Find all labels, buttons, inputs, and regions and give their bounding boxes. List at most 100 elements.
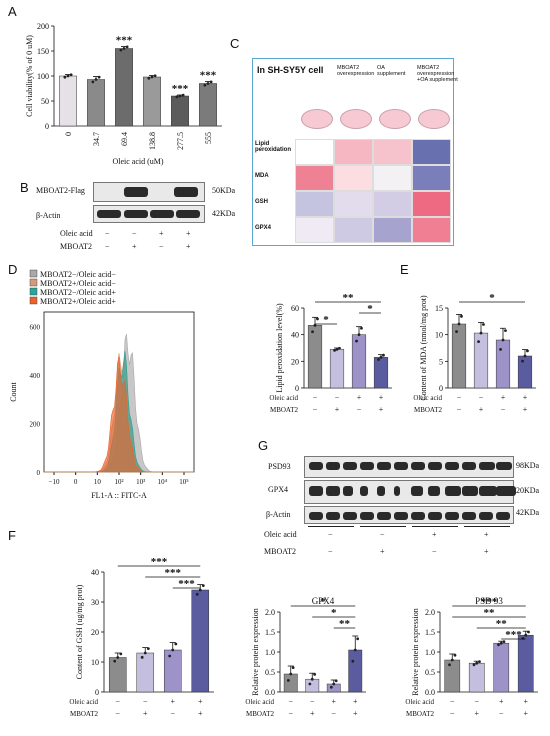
y-tick-label: 2.0 bbox=[265, 608, 275, 617]
y-tick-label: 150 bbox=[37, 47, 49, 56]
y-tick-label: 10 bbox=[91, 658, 99, 667]
blot-b-mboat2-label: MBOAT2 bbox=[60, 242, 93, 251]
treatment-label: MBOAT2 bbox=[414, 406, 443, 414]
treatment-sign: + bbox=[335, 405, 340, 414]
band bbox=[445, 512, 459, 520]
treatment-label: Oleic acid bbox=[69, 698, 98, 706]
petri-dish-icon bbox=[379, 109, 411, 129]
y-tick-label: 0.0 bbox=[425, 688, 435, 697]
band bbox=[360, 486, 368, 496]
data-point bbox=[478, 660, 481, 663]
chart-title: PSD 93 bbox=[475, 596, 503, 606]
data-point bbox=[499, 347, 502, 351]
band bbox=[326, 486, 340, 496]
treatment-sign: + bbox=[132, 242, 137, 251]
heatmap-cell bbox=[334, 139, 373, 165]
data-point bbox=[311, 330, 314, 334]
data-point bbox=[143, 651, 147, 655]
treatment-sign: + bbox=[501, 393, 506, 402]
treatment-sign: − bbox=[310, 697, 315, 706]
significance-mark: * bbox=[320, 596, 326, 608]
data-point bbox=[356, 637, 360, 641]
heatmap-cell bbox=[373, 165, 412, 191]
data-point bbox=[482, 323, 485, 326]
data-point bbox=[523, 354, 527, 358]
band bbox=[445, 462, 459, 470]
heatmap-cell bbox=[412, 217, 451, 243]
data-point bbox=[335, 347, 339, 351]
y-axis-label: Count bbox=[9, 381, 18, 401]
band bbox=[411, 512, 425, 520]
x-axis-label: FL1-A :: FITC-A bbox=[91, 491, 147, 500]
heatmap-row-label: GSH bbox=[255, 199, 269, 205]
treatment-sign: + bbox=[523, 393, 528, 402]
panel-label-e: E bbox=[400, 262, 409, 277]
data-point bbox=[66, 74, 70, 78]
y-tick-label: 1.5 bbox=[425, 628, 435, 637]
legend-label: MBOAT2−/Oleic acid+ bbox=[40, 288, 116, 297]
treatment-sign: + bbox=[170, 697, 175, 706]
treatment-sign: − bbox=[313, 405, 318, 414]
data-point bbox=[499, 641, 503, 645]
data-point bbox=[526, 349, 529, 353]
heatmap-cell bbox=[295, 165, 334, 191]
treatment-sign: + bbox=[198, 697, 203, 706]
blot-g-strip-psd93 bbox=[304, 456, 514, 478]
legend-swatch bbox=[29, 269, 38, 278]
y-tick-label: 400 bbox=[30, 372, 41, 380]
treatment-sign: − bbox=[335, 393, 340, 402]
data-point bbox=[206, 82, 210, 85]
heatmap-cell bbox=[412, 191, 451, 217]
band bbox=[343, 462, 357, 470]
blot-b-kda-1: 50KDa bbox=[212, 186, 236, 195]
y-tick-label: 200 bbox=[37, 22, 49, 31]
y-tick-label: 15 bbox=[435, 304, 443, 313]
data-point bbox=[527, 630, 530, 634]
y-tick-label: 1.5 bbox=[265, 628, 275, 637]
treatment-sign: − bbox=[288, 697, 293, 706]
heatmap-dishes bbox=[293, 105, 453, 133]
treatment-sign: − bbox=[501, 405, 506, 414]
legend-swatch bbox=[29, 296, 38, 305]
treatment-sign: + bbox=[379, 393, 384, 402]
band bbox=[377, 512, 391, 520]
y-tick-label: 1.0 bbox=[265, 648, 275, 657]
data-point bbox=[119, 48, 123, 52]
bar bbox=[59, 75, 77, 127]
data-point bbox=[455, 330, 458, 334]
treatment-sign: + bbox=[159, 229, 164, 238]
band bbox=[479, 512, 493, 520]
significance-mark: * bbox=[323, 314, 329, 326]
band bbox=[462, 512, 476, 520]
data-point bbox=[146, 647, 150, 651]
legend-label: MBOAT2+/Oleic acid− bbox=[40, 279, 116, 288]
band bbox=[479, 486, 497, 496]
treatment-sign: + bbox=[432, 530, 437, 539]
significance-mark: *** bbox=[200, 70, 217, 82]
treatment-sign: − bbox=[105, 242, 110, 251]
treatment-sign: + bbox=[310, 709, 315, 718]
data-point bbox=[357, 333, 361, 337]
band bbox=[360, 512, 374, 520]
petri-dish-icon bbox=[301, 109, 333, 129]
data-point bbox=[168, 654, 172, 658]
band bbox=[479, 462, 495, 470]
y-tick-label: 0.0 bbox=[265, 688, 275, 697]
panel-c-heatmap: In SH-SY5Y cell MBOAT2 overexpression OA … bbox=[252, 58, 458, 246]
data-point bbox=[501, 338, 505, 342]
bar bbox=[444, 659, 461, 693]
blot-b-oleic-label: Oleic acid bbox=[60, 229, 93, 238]
treatment-sign: − bbox=[105, 229, 110, 238]
blot-b-kda-2: 42KDa bbox=[212, 209, 236, 218]
data-point bbox=[209, 80, 213, 84]
band bbox=[124, 187, 148, 197]
data-point bbox=[313, 323, 317, 327]
data-point bbox=[291, 666, 295, 669]
treatment-sign: − bbox=[115, 697, 120, 706]
y-tick-label: 60 bbox=[291, 304, 299, 313]
blot-g-signs: − − + + − + − + bbox=[304, 526, 512, 560]
treatment-sign: + bbox=[499, 697, 504, 706]
band bbox=[394, 512, 408, 520]
band bbox=[377, 486, 385, 496]
